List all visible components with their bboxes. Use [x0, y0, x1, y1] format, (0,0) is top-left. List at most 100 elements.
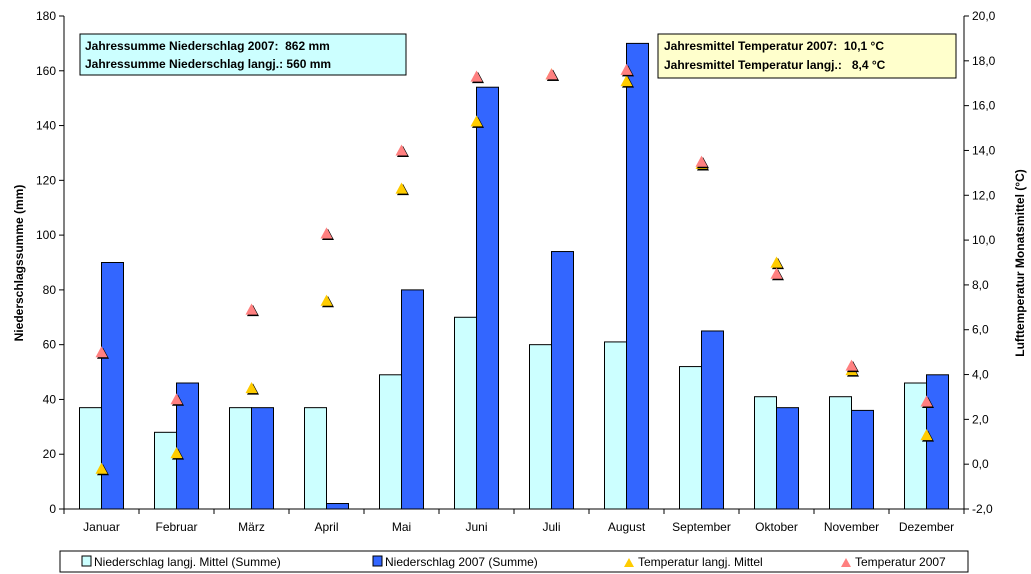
marker-temp-longterm-januar [95, 462, 108, 474]
temp-summary-box: Jahresmittel Temperatur 2007: 10,1 °C Ja… [657, 33, 957, 79]
legend-label-precip-2007: Niederschlag 2007 (Summe) [385, 555, 538, 569]
precip-summary-bg [79, 33, 407, 76]
x-tick-label-februar: Februar [155, 520, 197, 534]
markers-layer [95, 63, 934, 476]
marker-temp-2007-september [695, 155, 708, 167]
right-tick-label: 6,0 [972, 323, 989, 337]
right-tick-label: 4,0 [972, 368, 989, 382]
marker-temp-2007-november [845, 359, 858, 371]
right-tick-label: 8,0 [972, 278, 989, 292]
precip-summary-line2: Jahressumme Niederschlag langj.: 560 mm [85, 57, 331, 71]
x-tick-label-januar: Januar [83, 520, 120, 534]
marker-temp-longterm-märz [245, 381, 258, 394]
marker-temp-2007-juli [545, 68, 558, 80]
x-tick-label-märz: März [238, 520, 265, 534]
bar-precip-longterm-november [829, 396, 852, 510]
legend-item-precip-2007: Niederschlag 2007 (Summe) [372, 555, 538, 569]
legend-label-temp-longterm: Temperatur langj. Mittel [638, 555, 763, 569]
marker-temp-2007-juni [470, 70, 483, 82]
marker-temp-longterm-oktober [770, 256, 783, 268]
legend-triangle-temp-longterm-icon [624, 558, 634, 567]
marker-temp-2007-mai [395, 144, 408, 156]
bar-precip-2007-märz [251, 407, 274, 510]
legend-swatch-precip-longterm [81, 555, 92, 567]
bar-precip-longterm-mai [379, 374, 402, 510]
marker-temp-2007-august [620, 63, 633, 75]
right-tick-label: 10,0 [972, 233, 996, 247]
right-tick-label: 14,0 [972, 143, 996, 157]
left-tick-label: 0 [49, 502, 56, 516]
bars-layer [79, 42, 949, 510]
temp-summary-line1: Jahresmittel Temperatur 2007: 10,1 °C [664, 39, 884, 53]
bar-precip-longterm-februar [154, 431, 177, 510]
bar-precip-2007-juni [476, 86, 499, 510]
left-tick-label: 140 [36, 119, 56, 133]
marker-temp-2007-april [320, 227, 333, 239]
x-tick-label-august: August [608, 520, 646, 534]
marker-temp-longterm-mai [395, 182, 408, 194]
precip-summary-line1: Jahressumme Niederschlag 2007: 862 mm [85, 39, 330, 53]
right-tick-label: 18,0 [972, 54, 996, 68]
marker-temp-longterm-dezember [920, 429, 933, 441]
bar-precip-2007-april [326, 503, 349, 510]
bar-precip-longterm-september [679, 366, 702, 510]
bar-precip-2007-august [626, 42, 649, 510]
legend-item-precip-longterm: Niederschlag langj. Mittel (Summe) [81, 555, 281, 569]
x-tick-label-november: November [824, 520, 879, 534]
bar-precip-longterm-märz [229, 407, 252, 510]
bar-precip-2007-mai [401, 289, 424, 510]
x-tick-label-juli: Juli [542, 520, 560, 534]
bar-precip-2007-september [701, 330, 724, 510]
x-axis-ticks: Januar Februar März April Mai Juni Juli August S… [63, 509, 965, 534]
x-tick-label-oktober: Oktober [755, 520, 798, 534]
bar-precip-2007-november [851, 409, 874, 510]
bar-precip-2007-oktober [776, 407, 799, 510]
marker-temp-2007-januar [95, 346, 108, 358]
y-axis-label: Niederschlagssumme (mm) [12, 185, 26, 342]
left-tick-label: 20 [43, 447, 57, 461]
right-tick-label: 20,0 [972, 9, 996, 23]
legend-item-temp-longterm: Temperatur langj. Mittel [624, 555, 763, 569]
bar-precip-2007-juli [551, 251, 574, 510]
legend-label-temp-2007: Temperatur 2007 [855, 555, 946, 569]
marker-temp-2007-märz [245, 303, 258, 315]
right-tick-label: 2,0 [972, 412, 989, 426]
legend-item-temp-2007: Temperatur 2007 [841, 555, 946, 569]
bar-precip-longterm-juni [454, 316, 477, 510]
precip-summary-box: Jahressumme Niederschlag 2007: 862 mm Ja… [79, 33, 407, 76]
left-tick-label: 100 [36, 228, 56, 242]
right-tick-label: 0,0 [972, 457, 989, 471]
marker-temp-longterm-juni [470, 115, 483, 127]
bar-precip-longterm-oktober [754, 396, 777, 510]
legend-label-precip-longterm: Niederschlag langj. Mittel (Summe) [94, 555, 281, 569]
x-tick-label-april: April [314, 520, 338, 534]
marker-temp-2007-dezember [920, 395, 933, 407]
right-tick-label: 12,0 [972, 188, 996, 202]
left-axis-ticks: 0 20 40 60 80 100 120 140 160 180 [36, 9, 64, 516]
x-tick-label-dezember: Dezember [899, 520, 954, 534]
legend-swatch-precip-2007 [372, 555, 383, 567]
marker-temp-2007-oktober [770, 267, 783, 279]
right-tick-label: -2,0 [972, 502, 993, 516]
marker-temp-longterm-februar [170, 446, 183, 459]
marker-temp-longterm-august [620, 74, 633, 87]
left-tick-label: 160 [36, 64, 56, 78]
marker-temp-2007-februar [170, 393, 183, 405]
y2-axis-label: Lufttemperatur Monatsmittel (°C) [1013, 169, 1027, 356]
right-axis-ticks: -2,0 0,0 2,0 4,0 6,0 8,0 10,0 12,0 14,0 16,0 18,0 2… [964, 9, 996, 516]
left-tick-label: 180 [36, 9, 56, 23]
left-tick-label: 120 [36, 173, 56, 187]
bar-precip-longterm-august [604, 341, 627, 510]
temp-summary-bg [657, 33, 957, 79]
bar-precip-longterm-januar [79, 407, 102, 510]
bar-precip-2007-dezember [926, 374, 949, 510]
x-tick-label-september: September [672, 520, 731, 534]
marker-temp-longterm-april [320, 294, 333, 306]
legend: Niederschlag langj. Mittel (Summe) Niede… [59, 550, 969, 573]
left-tick-label: 40 [43, 392, 57, 406]
legend-triangle-temp-2007-icon [841, 558, 851, 567]
x-tick-label-mai: Mai [392, 520, 411, 534]
bar-precip-longterm-juli [529, 344, 552, 510]
legend-frame [59, 550, 969, 573]
